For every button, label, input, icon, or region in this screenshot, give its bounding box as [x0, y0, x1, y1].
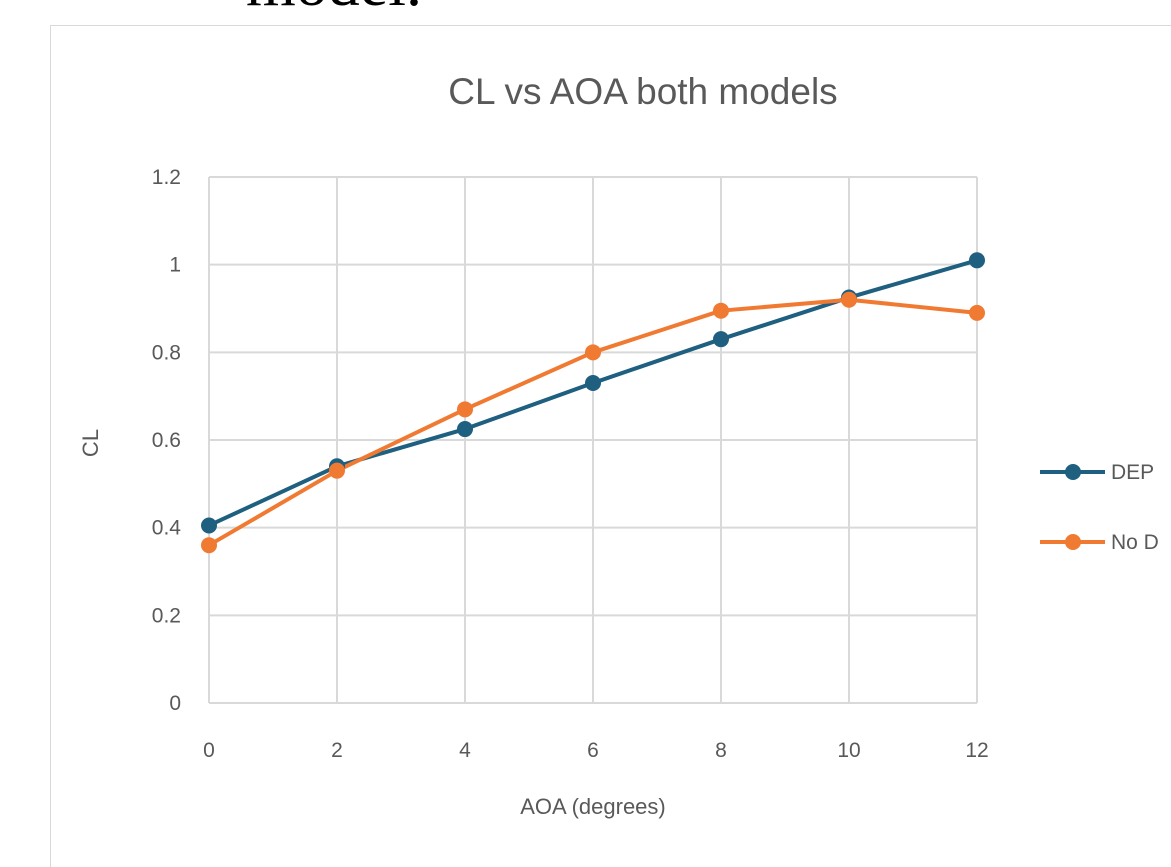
data-point-no-d — [329, 462, 345, 479]
data-point-dep — [585, 375, 601, 392]
legend-label-no-d: No D — [1111, 531, 1159, 554]
y-tick-label: 1.2 — [152, 166, 181, 189]
data-point-dep — [457, 421, 473, 438]
x-tick-label: 6 — [587, 739, 599, 762]
y-tick-label: 0.6 — [152, 429, 181, 452]
legend-label-dep: DEP — [1111, 461, 1154, 484]
x-axis-tick-labels: 0 2 4 6 8 10 12 — [203, 739, 989, 762]
document-text-fragment: model. — [246, 0, 422, 16]
x-tick-label: 2 — [331, 739, 343, 762]
chart-legend: DEP No D — [1040, 461, 1159, 554]
y-tick-label: 0.2 — [152, 604, 181, 627]
y-axis-label: CL — [78, 429, 103, 457]
y-tick-label: 0.4 — [152, 517, 182, 540]
data-point-dep — [201, 517, 217, 534]
legend-marker-dep — [1065, 464, 1081, 480]
data-point-no-d — [713, 302, 729, 319]
x-tick-label: 12 — [965, 739, 988, 762]
x-tick-label: 8 — [715, 739, 727, 762]
data-point-no-d — [201, 537, 217, 554]
y-tick-label: 0 — [169, 692, 181, 715]
x-tick-label: 4 — [459, 739, 471, 762]
y-axis-tick-labels: 0 0.2 0.4 0.6 0.8 1 1.2 — [152, 166, 182, 715]
x-tick-label: 0 — [203, 739, 215, 762]
data-point-dep — [969, 252, 985, 269]
legend-marker-no-d — [1065, 534, 1081, 550]
x-axis-label: AOA (degrees) — [520, 794, 666, 819]
chart-series-points — [201, 252, 985, 554]
data-point-no-d — [969, 304, 985, 321]
y-tick-label: 1 — [169, 254, 181, 277]
data-point-dep — [713, 331, 729, 348]
x-tick-label: 10 — [837, 739, 860, 762]
data-point-no-d — [841, 291, 857, 308]
chart-title: CL vs AOA both models — [448, 71, 837, 112]
data-point-no-d — [457, 401, 473, 418]
data-point-no-d — [585, 344, 601, 361]
y-tick-label: 0.8 — [152, 341, 181, 364]
chart-frame — [50, 25, 1171, 867]
chart-gridlines — [208, 176, 978, 704]
